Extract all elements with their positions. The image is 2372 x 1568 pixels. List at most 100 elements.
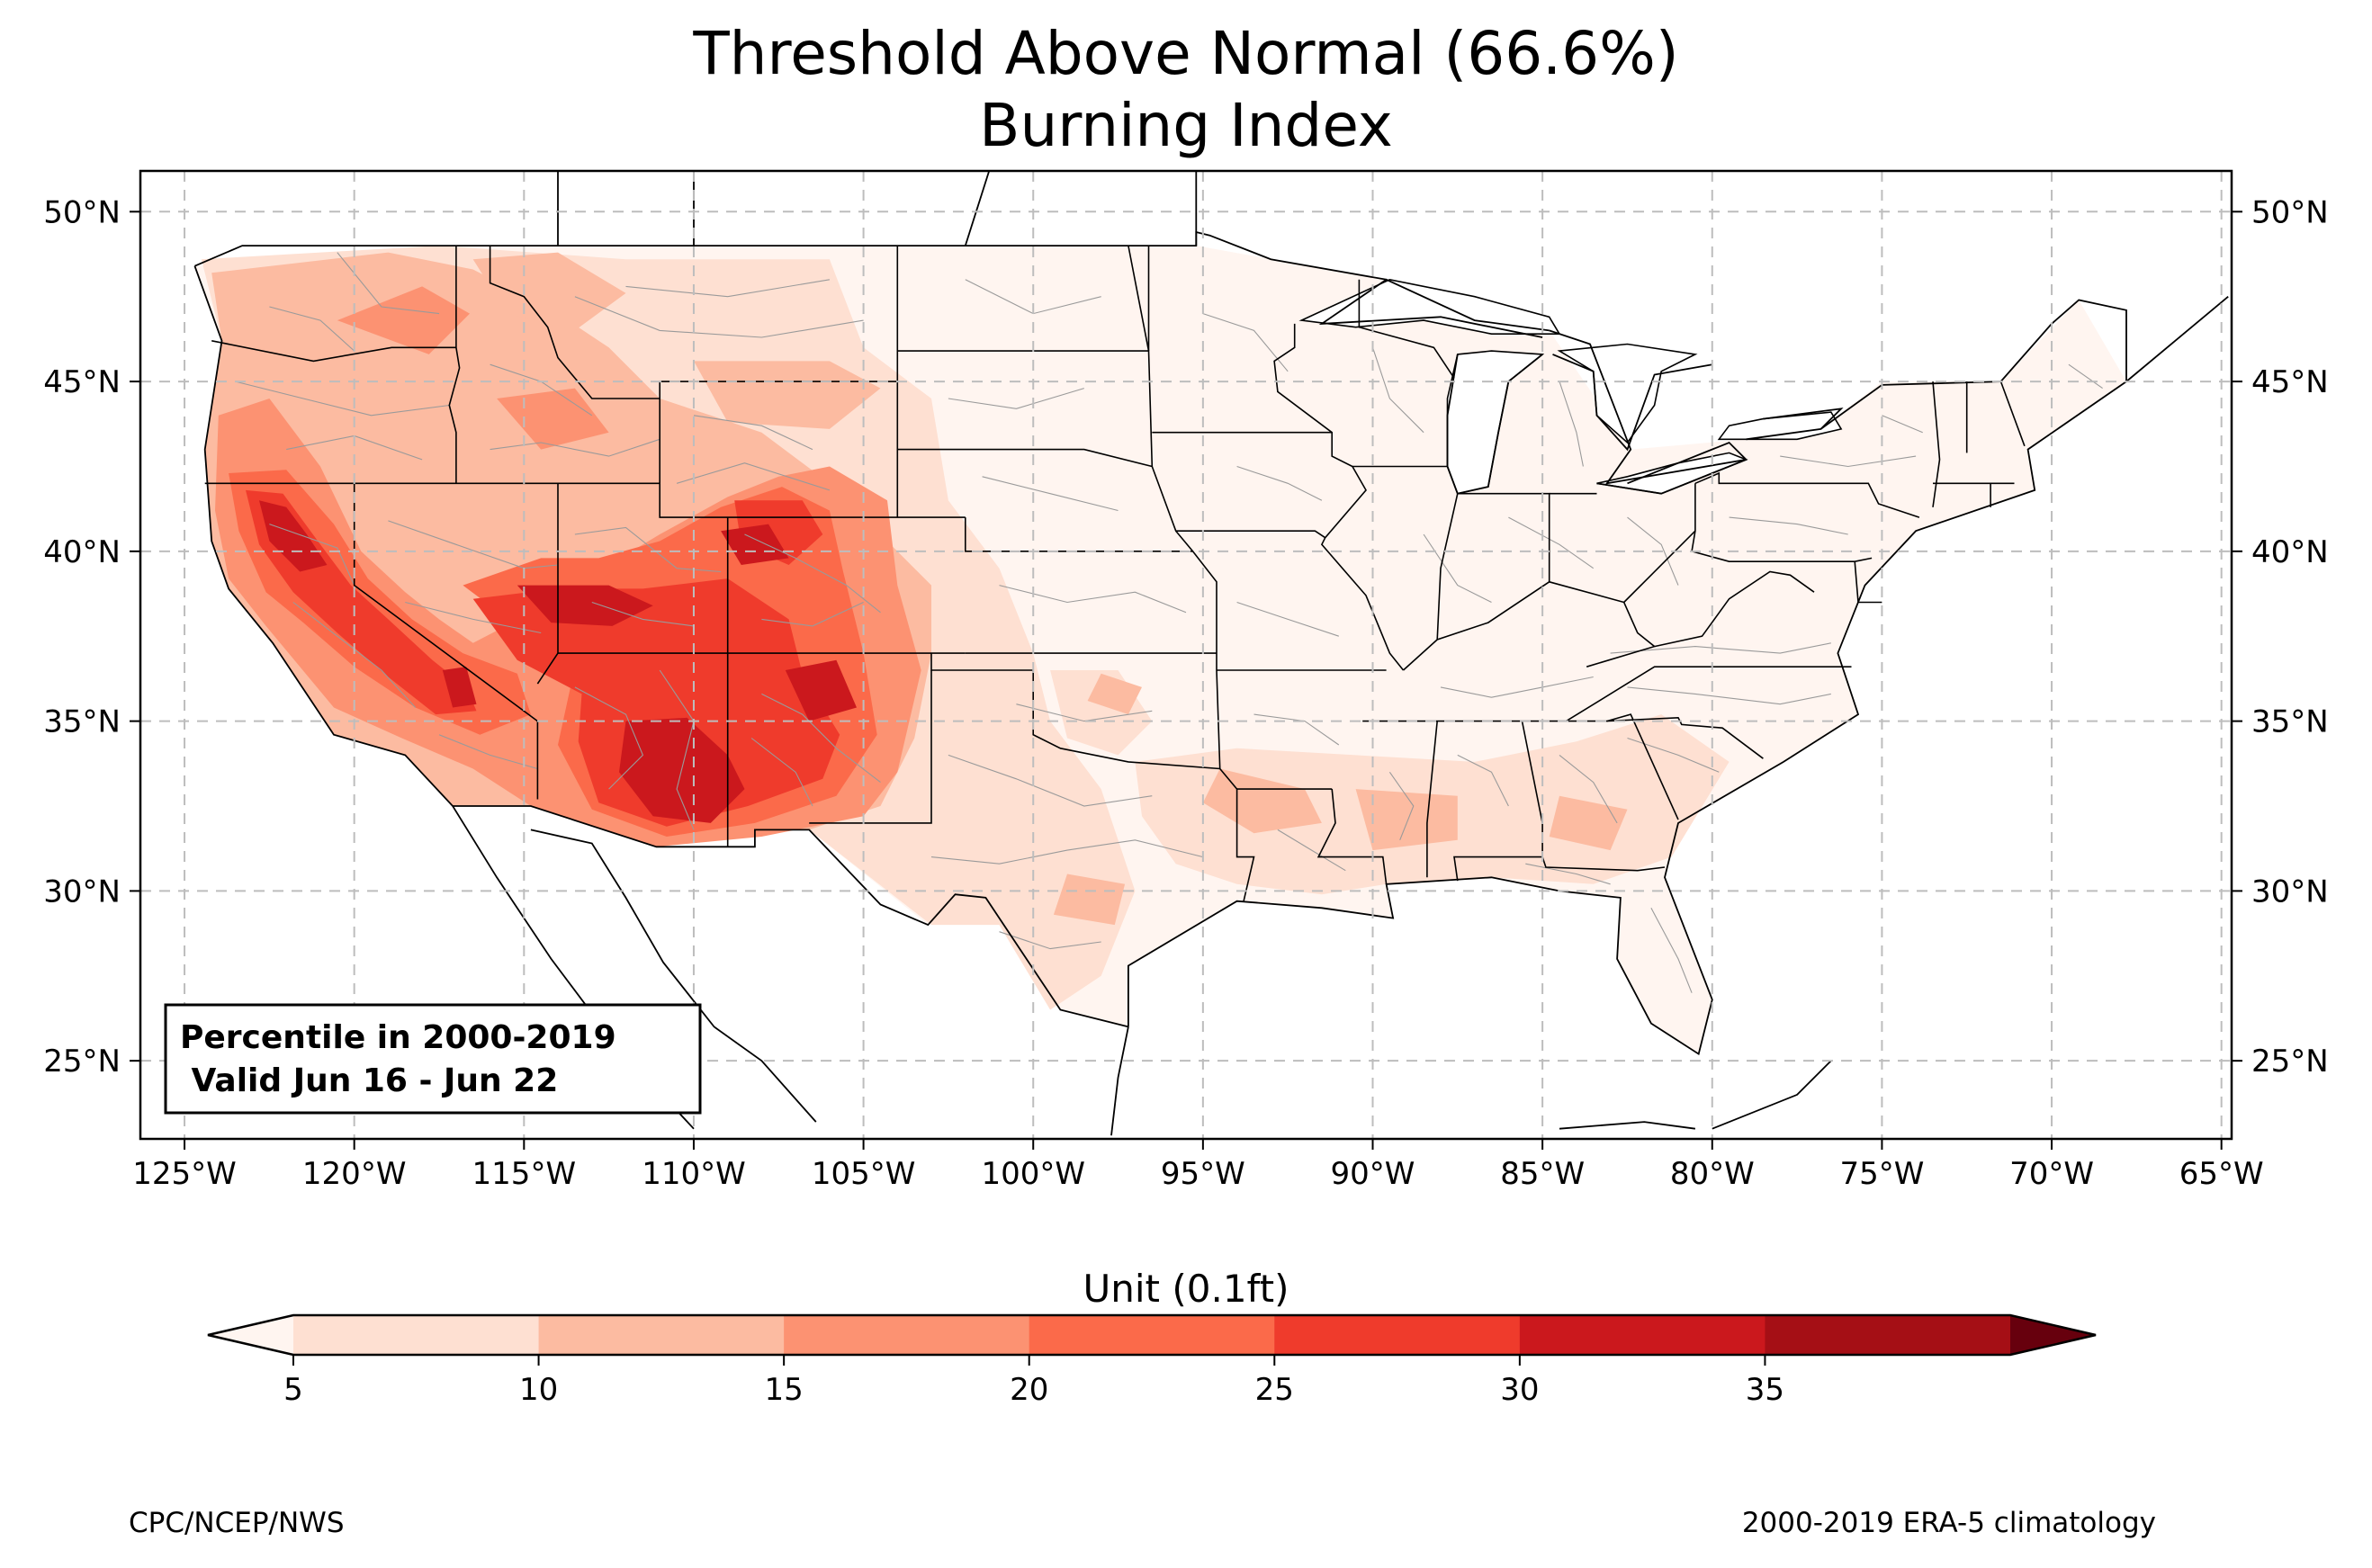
lon-tick-label: 105°W (812, 1156, 916, 1192)
state-line (1694, 471, 1920, 518)
state-line (211, 340, 456, 363)
info-box-line1: Percentile in 2000-2019 (180, 1019, 616, 1056)
lat-tick-label-left: 25°N (43, 1044, 121, 1080)
colorbar-bin (1274, 1315, 1521, 1355)
lat-tick-label-right: 35°N (2251, 704, 2329, 740)
county-line (1627, 686, 1831, 705)
county-line (1525, 863, 1611, 885)
state-line (489, 246, 660, 399)
colorbar-bin (1519, 1315, 1766, 1355)
colorbar-tick-label: 20 (1010, 1372, 1048, 1408)
county-line (744, 533, 881, 614)
lat-tick-label-right: 45°N (2251, 364, 2329, 400)
lat-tick-label-left: 35°N (43, 704, 121, 740)
state-line (557, 483, 966, 654)
colorbar-tick-label: 5 (283, 1372, 303, 1408)
county-line (574, 526, 722, 573)
lat-tick-label-left: 30°N (43, 874, 121, 909)
state-line (1147, 246, 1221, 769)
county-line (1559, 381, 1584, 467)
contour-level-2-region (1355, 789, 1458, 851)
county-line (1610, 642, 1831, 654)
lon-tick-label: 95°W (1161, 1156, 1245, 1192)
coastline (1559, 1121, 1696, 1130)
map-frame (139, 169, 2233, 1141)
state-line (1316, 789, 1388, 884)
state-line (809, 670, 932, 824)
state-line (536, 652, 559, 685)
contour-level-2-region (1549, 795, 1628, 851)
lat-tick-label-left: 40°N (43, 534, 121, 570)
lon-tick-label: 100°W (981, 1156, 1085, 1192)
lon-tick-label: 70°W (2009, 1156, 2094, 1192)
colorbar-tick-label: 15 (765, 1372, 804, 1408)
lon-tick-label: 75°W (1839, 1156, 1924, 1192)
county-line (574, 686, 644, 790)
state-line (1623, 530, 1696, 604)
county-line (591, 601, 695, 627)
county-lines (235, 252, 2103, 993)
state-line (1606, 716, 1764, 759)
contour-level-2-region (1053, 874, 1126, 926)
info-box: Percentile in 2000-2019 Valid Jun 16 - J… (164, 1003, 702, 1115)
county-line (693, 415, 813, 451)
state-line (1436, 493, 1459, 641)
state-line (1426, 721, 1438, 878)
contour-level-3-region (337, 286, 470, 354)
lon-tick-label: 65°W (2179, 1156, 2264, 1192)
county-line (292, 602, 417, 708)
lake-outline (1717, 411, 1843, 441)
coastline (1746, 408, 1844, 441)
country-border (1549, 329, 1747, 485)
county-line (235, 381, 450, 417)
county-line (930, 839, 1204, 865)
colorbar-label: Unit (0.1ft) (1083, 1267, 1289, 1311)
burning-index-field (194, 246, 2127, 1054)
lat-tick-label-right: 50°N (2251, 194, 2329, 230)
state-line (1654, 570, 1815, 648)
county-line (761, 693, 881, 784)
chart-title: Threshold Above Normal (66.6%) (693, 19, 1679, 88)
info-box-frame (164, 1003, 702, 1115)
coastline (1712, 1060, 1832, 1130)
lon-tick-label: 125°W (132, 1156, 237, 1192)
county-line (1388, 771, 1415, 841)
county-line (1253, 713, 1340, 746)
contour-level-6-region (442, 667, 477, 708)
lon-tick-label: 120°W (302, 1156, 407, 1192)
county-line (269, 524, 355, 586)
contour-level-2-region (472, 252, 626, 331)
county-line (948, 388, 1084, 409)
county-line (999, 931, 1101, 950)
colorbar: 5 10 15 20 25 30 35 (207, 1313, 2097, 1408)
state-line (1691, 483, 1873, 563)
county-line (1440, 676, 1594, 698)
state-line (1128, 245, 1150, 352)
coastline (530, 829, 817, 1123)
county-line (750, 738, 813, 807)
colorbar-bin (1765, 1315, 2011, 1355)
state-line (1402, 580, 1657, 671)
footer-credit: CPC/NCEP/NWS (129, 1507, 345, 1539)
county-line (405, 601, 542, 634)
county-line (1236, 465, 1323, 501)
county-line (659, 669, 695, 830)
county-line (1627, 516, 1679, 586)
country-border (453, 805, 1129, 1028)
contour-level-2-region (1087, 673, 1142, 715)
county-line (1882, 415, 1923, 434)
lon-tick-label: 80°W (1670, 1156, 1755, 1192)
state-line (1235, 789, 1255, 901)
state-line (1358, 279, 1455, 379)
lon-tick-label: 110°W (642, 1156, 746, 1192)
lat-tick-label-right: 30°N (2251, 874, 2329, 909)
contour-level-6-region (721, 524, 789, 565)
state-line (1541, 856, 1666, 872)
axis-ticks: 125°W 120°W 115°W 110°W 105°W 100°W 95°W 90°W 85… (43, 194, 2328, 1192)
lon-tick-label: 90°W (1331, 1156, 1415, 1192)
county-line (2068, 363, 2103, 390)
county-line (1508, 516, 1595, 569)
county-line (948, 754, 1153, 807)
